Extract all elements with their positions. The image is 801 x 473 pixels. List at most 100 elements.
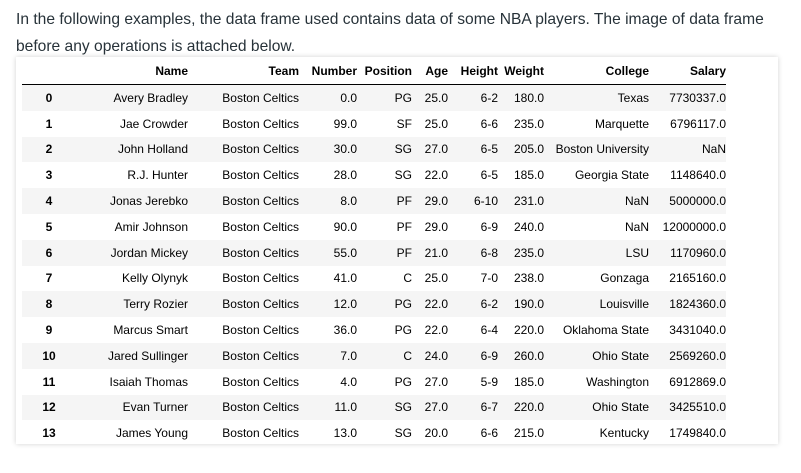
- cell-position: C: [357, 342, 412, 369]
- cell-position: PG: [357, 84, 412, 111]
- cell-number: 36.0: [333, 323, 357, 338]
- cell-salary: NaN: [649, 136, 726, 163]
- cell-age: 25.0: [412, 84, 448, 111]
- cell-age: 22.0: [412, 291, 448, 318]
- header-cell-team: Team: [188, 57, 299, 85]
- cell-college: Marquette: [594, 116, 649, 131]
- cell-age: 20.0: [424, 426, 448, 441]
- cell-position: SG: [394, 426, 412, 441]
- cell-weight: 185.0: [513, 374, 544, 389]
- cell-name: John Holland: [76, 136, 188, 163]
- cell-number: 7.0: [299, 342, 357, 369]
- cell-weight: 215.0: [513, 426, 544, 441]
- cell-number: 8.0: [299, 188, 357, 214]
- cell-salary: 6796117.0: [670, 116, 726, 131]
- cell-age: 25.0: [424, 116, 448, 131]
- cell-name: Amir Johnson: [114, 219, 188, 234]
- cell-name: Jonas Jerebko: [76, 188, 188, 214]
- table-row: 6 Jordan Mickey Boston Celtics 55.0 PF 21.0 6-…: [22, 239, 726, 266]
- cell-age: 25.0: [424, 271, 448, 286]
- cell-name: R.J. Hunter: [127, 168, 188, 183]
- cell-team: Boston Celtics: [222, 168, 299, 183]
- cell-age: 24.0: [412, 342, 448, 369]
- cell-position: PF: [396, 219, 412, 234]
- cell-salary: 5000000.0: [649, 188, 726, 214]
- cell-salary: 1824360.0: [649, 291, 726, 318]
- intro-paragraph: In the following examples, the data fram…: [16, 11, 764, 55]
- cell-number: 12.0: [299, 291, 357, 318]
- cell-age: 29.0: [412, 188, 448, 214]
- cell-team: Boston Celtics: [188, 239, 299, 266]
- cell-team: Boston Celtics: [222, 323, 299, 338]
- header-cell-name: Name: [76, 57, 188, 85]
- table-row: 1 Jae Crowder Boston Celtics 99.0 SF 25.0 6-6 2…: [22, 111, 726, 137]
- cell-index: 5: [45, 219, 53, 234]
- cell-college: Louisville: [544, 291, 649, 318]
- cell-weight: 238.0: [513, 271, 544, 286]
- cell-age: 27.0: [412, 394, 448, 421]
- cell-height: 6-6: [480, 426, 498, 441]
- cell-college: NaN: [544, 188, 649, 214]
- cell-college: NaN: [624, 219, 649, 234]
- cell-weight: 220.0: [498, 394, 544, 421]
- cell-height: 6-10: [448, 188, 498, 214]
- cell-college: Boston University: [544, 136, 649, 163]
- header-cell-weight: Weight: [498, 57, 544, 85]
- header-cell-salary: Salary: [649, 57, 726, 85]
- table-row: 3 R.J. Hunter Boston Celtics 28.0 SG 22.0 6-5 1…: [22, 162, 726, 188]
- table-row: 11 Isaiah Thomas Boston Celtics 4.0 PG 27.0 5-…: [22, 369, 726, 395]
- cell-college: Georgia State: [574, 168, 649, 183]
- cell-index: 13: [42, 426, 56, 441]
- header-row: Name Team Number Position Age Height Wei…: [22, 57, 726, 85]
- cell-college: LSU: [544, 239, 649, 266]
- cell-name: Marcus Smart: [113, 323, 188, 338]
- cell-age: 22.0: [424, 168, 448, 183]
- cell-weight: 231.0: [498, 188, 544, 214]
- cell-salary: 12000000.0: [662, 219, 726, 234]
- cell-college: Ohio State: [544, 342, 649, 369]
- cell-position: SG: [394, 168, 412, 183]
- table-row: 9 Marcus Smart Boston Celtics 36.0 PG 22.0 6-4…: [22, 317, 726, 343]
- cell-index: 0: [22, 84, 76, 111]
- cell-weight: 180.0: [498, 84, 544, 111]
- cell-team: Boston Celtics: [222, 219, 299, 234]
- header-cell-number: Number: [299, 57, 357, 85]
- cell-index: 7: [45, 271, 53, 286]
- cell-index: 6: [22, 239, 76, 266]
- cell-index: 12: [22, 394, 76, 421]
- dataframe-table: Name Team Number Position Age Height Wei…: [22, 57, 726, 446]
- cell-salary: 1749840.0: [669, 426, 726, 441]
- cell-position: PF: [357, 188, 412, 214]
- cell-index: 9: [45, 323, 53, 338]
- cell-position: PG: [394, 374, 412, 389]
- cell-index: 11: [42, 374, 56, 389]
- cell-college: Ohio State: [544, 394, 649, 421]
- cell-position: SG: [357, 136, 412, 163]
- table-row: 7 Kelly Olynyk Boston Celtics 41.0 C 25.0 7-0 2…: [22, 266, 726, 292]
- cell-college: Oklahoma State: [562, 323, 649, 338]
- dataframe-image: Name Team Number Position Age Height Wei…: [16, 57, 778, 444]
- cell-height: 6-8: [448, 239, 498, 266]
- cell-age: 21.0: [412, 239, 448, 266]
- cell-team: Boston Celtics: [188, 394, 299, 421]
- cell-position: PG: [357, 291, 412, 318]
- cell-height: 6-6: [480, 116, 498, 131]
- cell-name: James Young: [115, 426, 188, 441]
- cell-index: 2: [22, 136, 76, 163]
- cell-height: 6-7: [448, 394, 498, 421]
- cell-number: 55.0: [299, 239, 357, 266]
- cell-name: Evan Turner: [76, 394, 188, 421]
- table-row: 12 Evan Turner Boston Celtics 11.0 SG 27.0 6-7…: [22, 394, 726, 421]
- header-cell-college: College: [544, 57, 649, 85]
- cell-salary: 6912869.0: [669, 374, 726, 389]
- header-cell-position: Position: [357, 57, 412, 85]
- cell-team: Boston Celtics: [222, 374, 299, 389]
- header-cell-height: Height: [448, 57, 498, 85]
- cell-college: Washington: [586, 374, 649, 389]
- cell-height: 6-2: [448, 84, 498, 111]
- cell-team: Boston Celtics: [222, 116, 299, 131]
- cell-height: 6-9: [480, 219, 498, 234]
- cell-index: 8: [22, 291, 76, 318]
- cell-team: Boston Celtics: [222, 426, 299, 441]
- cell-height: 6-5: [448, 136, 498, 163]
